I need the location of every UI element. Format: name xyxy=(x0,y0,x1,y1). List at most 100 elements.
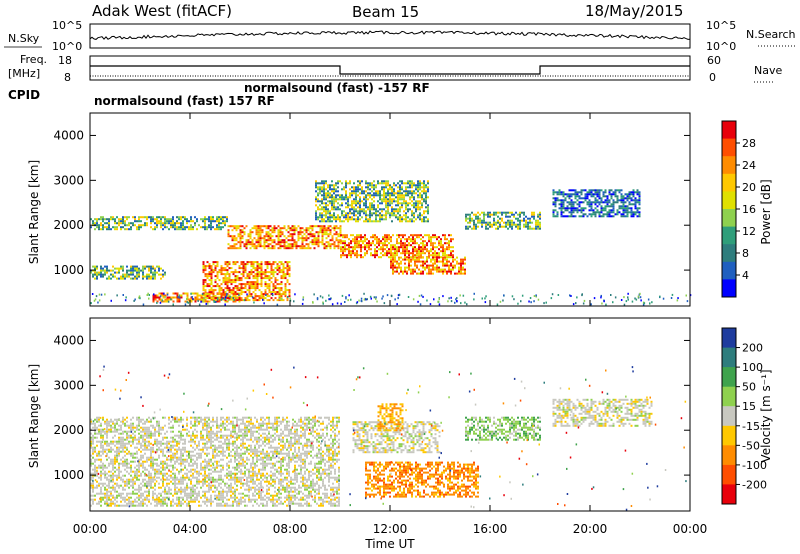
power-cell xyxy=(216,273,219,276)
power-cell xyxy=(152,275,154,278)
power-cell xyxy=(92,275,94,278)
power-cell xyxy=(337,202,339,205)
velocity-cell xyxy=(152,434,154,437)
power-cell xyxy=(158,296,161,299)
power-cell xyxy=(466,303,468,306)
power-cell xyxy=(404,234,406,237)
power-cell xyxy=(212,218,214,221)
power-cell xyxy=(284,267,287,270)
power-cell xyxy=(309,235,312,238)
velocity-cell xyxy=(160,470,162,473)
power-cell xyxy=(365,190,367,193)
power-cell xyxy=(345,180,347,183)
power-cell xyxy=(194,224,196,227)
velocity-cell xyxy=(142,426,144,429)
velocity-cell xyxy=(102,428,104,431)
velocity-cell xyxy=(164,460,166,463)
power-cell xyxy=(427,218,429,221)
velocity-cell xyxy=(90,436,92,439)
power-cell xyxy=(391,214,393,217)
power-cell xyxy=(247,233,250,236)
power-cell xyxy=(403,194,405,197)
power-cell xyxy=(380,242,382,245)
velocity-cell xyxy=(134,498,136,501)
power-cell xyxy=(316,298,319,301)
power-cell xyxy=(325,233,328,236)
power-cell xyxy=(347,202,349,205)
velocity-cell xyxy=(126,498,128,501)
power-cell xyxy=(269,239,272,242)
velocity-cell xyxy=(148,416,150,419)
power-cell xyxy=(345,198,347,201)
power-cell xyxy=(214,279,217,282)
power-cell xyxy=(266,263,269,266)
power-cell xyxy=(317,182,319,185)
velocity-cell xyxy=(178,446,180,449)
power-cell xyxy=(381,202,383,205)
velocity-cell xyxy=(144,432,146,435)
power-cell xyxy=(325,196,327,199)
power-cell xyxy=(286,273,289,276)
velocity-cell xyxy=(108,448,110,451)
power-cell xyxy=(94,267,96,270)
power-cell xyxy=(250,265,253,268)
velocity-cell xyxy=(118,494,120,497)
velocity-cell xyxy=(168,496,170,499)
power-cell xyxy=(224,293,227,296)
power-cell xyxy=(234,291,237,294)
power-cell xyxy=(624,205,627,208)
power-cell xyxy=(525,219,527,222)
power-cell xyxy=(409,220,411,223)
power-cell xyxy=(272,283,275,286)
power-cell xyxy=(106,269,108,272)
power-cell xyxy=(274,267,277,270)
power-cell xyxy=(363,204,365,207)
power-cell xyxy=(331,237,334,240)
velocity-cell xyxy=(172,446,174,449)
power-cell xyxy=(517,302,519,305)
power-cell xyxy=(234,277,237,280)
velocity-cell xyxy=(120,492,122,495)
power-cell xyxy=(647,298,650,301)
power-cell xyxy=(188,226,190,229)
power-cell xyxy=(340,234,342,237)
power-cell xyxy=(594,207,597,210)
power-cell xyxy=(303,245,306,248)
power-cell xyxy=(288,291,291,294)
power-cell xyxy=(406,244,408,247)
power-cell xyxy=(381,210,383,213)
power-cell xyxy=(265,227,268,230)
power-cell xyxy=(450,238,452,241)
velocity-cell xyxy=(110,424,112,427)
nave-label: Nave xyxy=(754,64,782,77)
power-cell xyxy=(138,269,140,272)
power-cell xyxy=(341,220,343,223)
power-cell xyxy=(347,200,349,203)
power-cell xyxy=(240,273,243,276)
cpid-mode-2: normalsound (fast) -157 RF xyxy=(244,81,430,95)
velocity-cell xyxy=(118,438,120,441)
power-cell xyxy=(588,209,591,212)
power-cell xyxy=(106,277,108,280)
power-cell xyxy=(400,238,402,241)
velocity-cell xyxy=(90,464,92,467)
velocity-cell xyxy=(172,418,174,421)
velocity-cell xyxy=(140,442,142,445)
power-cell xyxy=(163,292,165,295)
velocity-cell xyxy=(180,418,182,421)
power-cell xyxy=(371,206,373,209)
velocity-cell xyxy=(116,496,118,499)
power-cell xyxy=(321,218,323,221)
power-cell xyxy=(321,200,323,203)
power-cell xyxy=(266,287,269,290)
power-cell xyxy=(448,256,450,259)
power-cell xyxy=(419,216,421,219)
power-cell xyxy=(638,191,641,194)
power-cell xyxy=(257,227,260,230)
power-cell xyxy=(424,260,426,263)
power-cell xyxy=(430,264,432,267)
power-cell xyxy=(539,215,541,218)
power-cell xyxy=(225,294,228,297)
velocity-cell xyxy=(118,464,120,467)
power-cell xyxy=(440,238,442,241)
